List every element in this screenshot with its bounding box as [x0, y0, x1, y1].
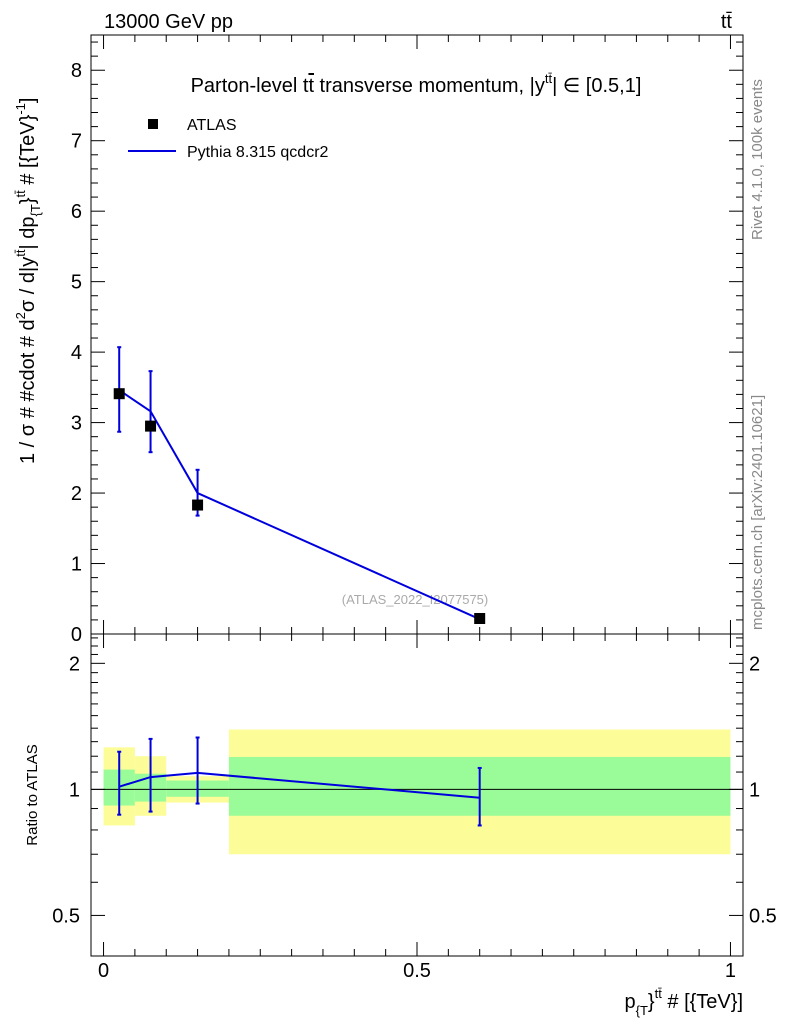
ratio-ytick-label-left: 0.5 [52, 905, 80, 927]
x-axis-label: p{T}tt̄ # [{TeV}] [624, 986, 743, 1018]
main-ytick-label: 8 [71, 60, 82, 82]
atlas-point [474, 612, 486, 624]
main-y-tick-labels: 0 1 2 3 4 5 6 7 8 [71, 60, 82, 646]
ratio-ytick-label-left: 2 [69, 653, 80, 675]
atlas-point [113, 388, 125, 400]
main-ytick-label: 5 [71, 272, 82, 294]
ratio-ytick-label-left: 1 [69, 779, 80, 801]
mcplots-info: mcplots.cern.ch [arXiv:2401.10621] [749, 395, 766, 630]
ratio-y-tick-labels: 0.5 0.5 1 1 2 2 [52, 653, 777, 927]
main-ytick-label: 3 [71, 413, 82, 435]
ratio-pythia-line [118, 771, 480, 799]
x-tick-label: 0.5 [403, 960, 431, 982]
ratio-frame [90, 633, 744, 957]
title-mid: transverse momentum, |y [314, 75, 545, 97]
main-ytick-label: 7 [71, 131, 82, 153]
main-axis-ticks [91, 35, 743, 635]
ratio-y-axis-label: Ratio to ATLAS [24, 744, 41, 845]
main-ytick-label: 6 [71, 201, 82, 223]
process-label: tt̄ [721, 11, 733, 33]
ratio-ytick-label-right: 2 [749, 653, 760, 675]
main-y-axis-label: 1 / σ # #cdot # d2σ / d|ytt̄| dp{T}tt̄ #… [13, 98, 43, 464]
legend: ATLAS Pythia 8.315 qcdcr2 [128, 117, 329, 161]
main-ytick-label: 4 [71, 342, 82, 364]
legend-marker-atlas [148, 119, 158, 129]
ratio-ytick-label-right: 0.5 [749, 905, 777, 927]
main-panel: 0 1 2 3 4 5 6 7 8 (ATLAS_2022_I2077575) Parton-l… [13, 34, 744, 646]
ratio-panel: 0.5 0.51 12 2 0 0.5 1 Ratio to ATLAS p{T}tt̄ … [24, 633, 777, 1018]
title-tail: | ∈ [0.5,1] [552, 75, 641, 97]
x-tick-label: 1 [725, 960, 736, 982]
atlas-point [145, 420, 157, 432]
legend-label-pythia: Pythia 8.315 qcdcr2 [187, 144, 329, 161]
main-ytick-label: 2 [71, 483, 82, 505]
legend-label-atlas: ATLAS [187, 117, 237, 134]
main-ytick-label: 1 [71, 554, 82, 576]
rivet-info: Rivet 4.1.0, 100k events [749, 79, 766, 240]
watermark: (ATLAS_2022_I2077575) [342, 592, 488, 607]
pythia-line [118, 389, 481, 621]
x-tick-labels: 0 0.5 1 [98, 960, 736, 982]
title-sup: tt̄ [545, 71, 553, 86]
energy-label: 13000 GeV pp [104, 11, 233, 33]
title-bar-t: t [308, 75, 314, 97]
main-ytick-label: 0 [71, 624, 82, 646]
ratio-ytick-label-right: 1 [749, 779, 760, 801]
main-data-layer [113, 346, 486, 624]
title-lead: Parton-level t [191, 75, 309, 97]
atlas-point [192, 499, 204, 511]
plot-title: Parton-level tt transverse momentum, |yt… [191, 71, 642, 97]
x-tick-label: 0 [98, 960, 109, 982]
ratio-data-layer [117, 736, 482, 827]
ratio-axis-ticks [91, 634, 743, 957]
